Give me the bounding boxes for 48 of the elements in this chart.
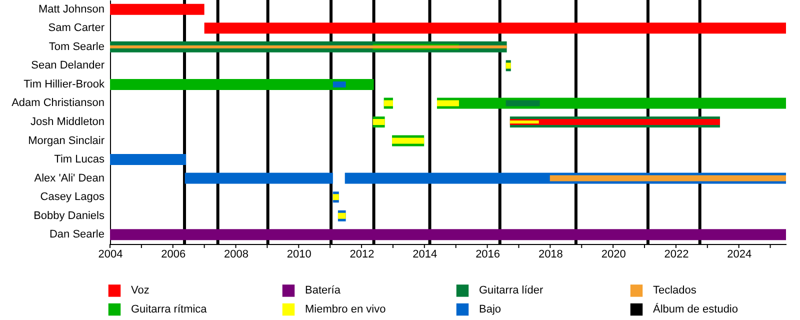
legend-label: Batería: [305, 284, 342, 297]
y-tick-label: Josh Middleton: [30, 116, 104, 128]
y-tick-label: Tim Lucas: [54, 154, 105, 166]
bar: [110, 154, 186, 166]
y-tick-label: Dan Searle: [49, 228, 104, 241]
y-tick-label: Sam Carter: [48, 22, 105, 34]
legend-label: Miembro en vivo: [305, 304, 386, 316]
legend-label: Bajo: [479, 304, 502, 316]
x-tick-label: 2016: [476, 248, 500, 260]
bar: [384, 100, 393, 106]
x-tick-label: 2006: [161, 248, 186, 260]
legend-label: Álbum de estudio: [653, 302, 738, 316]
bar: [506, 100, 540, 106]
x-tick-label: 2014: [412, 248, 438, 260]
y-tick-label: Adam Christianson: [12, 97, 104, 110]
legend-label: Voz: [131, 284, 150, 297]
bar: [392, 138, 424, 144]
x-tick-label: 2024: [727, 248, 752, 260]
x-tick-label: 2012: [350, 248, 374, 260]
bar: [550, 175, 786, 182]
x-tick-label: 2018: [538, 248, 563, 260]
bar: [332, 194, 339, 200]
x-tick-label: 2004: [98, 248, 123, 260]
y-tick-label: Tom Searle: [48, 40, 104, 53]
y-tick-label: Bobby Daniels: [34, 210, 105, 222]
bar: [110, 78, 374, 90]
bar: [184, 172, 333, 184]
legend-label: Guitarra rítmica: [131, 304, 208, 316]
bar: [110, 4, 204, 15]
legend-label: Guitarra líder: [479, 284, 544, 297]
x-tick-label: 2010: [286, 248, 312, 260]
y-tick-label: Tim Hillier-Brook: [24, 78, 105, 90]
x-tick-label: 2020: [601, 248, 626, 260]
bar: [372, 119, 385, 125]
y-tick-label: Matt Johnson: [38, 3, 104, 16]
bar: [110, 229, 786, 240]
x-tick-label: 2008: [224, 248, 249, 260]
y-tick-label: Casey Lagos: [40, 191, 105, 204]
bar: [506, 62, 511, 69]
y-tick-label: Sean Delander: [31, 60, 105, 72]
y-tick-label: Alex 'Ali' Dean: [34, 172, 104, 184]
y-tick-label: Morgan Sinclair: [28, 134, 105, 147]
bar: [110, 45, 507, 48]
bar: [204, 22, 786, 34]
legend-label: Teclados: [653, 284, 697, 297]
bar: [510, 119, 720, 125]
bar: [338, 212, 346, 219]
x-tick-label: 2022: [664, 248, 689, 260]
